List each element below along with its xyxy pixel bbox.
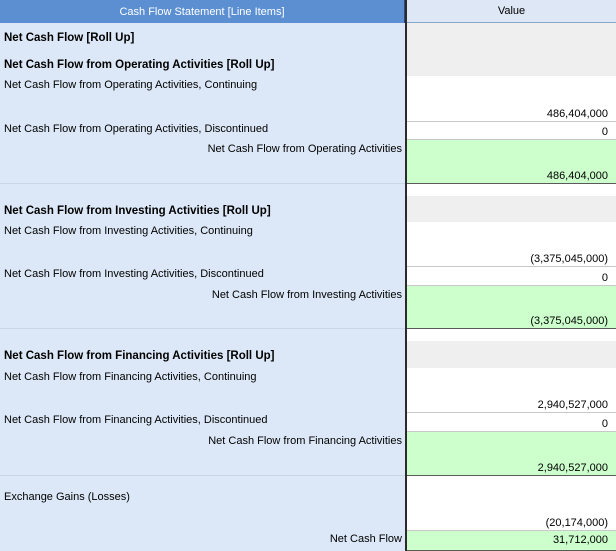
table-row-financing-total[interactable]: Net Cash Flow from Financing Activities … bbox=[0, 432, 616, 476]
row-label: Net Cash Flow from Operating Activities bbox=[0, 140, 405, 184]
row-label: Net Cash Flow from Investing Activities,… bbox=[0, 222, 405, 267]
row-value: 486,404,000 bbox=[407, 76, 616, 122]
row-value bbox=[407, 341, 616, 368]
column-header-value[interactable]: Value bbox=[407, 0, 616, 23]
table-row-net-cash-flow[interactable]: Net Cash Flow 31,712,000 bbox=[0, 531, 616, 551]
table-row-investing-continuing[interactable]: Net Cash Flow from Investing Activities,… bbox=[0, 222, 616, 267]
table-row-operating-discontinued[interactable]: Net Cash Flow from Operating Activities,… bbox=[0, 122, 616, 140]
table-row-investing-total[interactable]: Net Cash Flow from Investing Activities … bbox=[0, 286, 616, 329]
row-value bbox=[407, 23, 616, 50]
row-value: (3,375,045,000) bbox=[407, 286, 616, 329]
column-divider bbox=[405, 0, 407, 551]
table-row-investing-rollup[interactable]: Net Cash Flow from Investing Activities … bbox=[0, 196, 616, 222]
row-value: 0 bbox=[407, 122, 616, 140]
row-label: Net Cash Flow from Operating Activities,… bbox=[0, 76, 405, 122]
column-header-line-items[interactable]: Cash Flow Statement [Line Items] bbox=[0, 0, 405, 23]
table-row-financing-continuing[interactable]: Net Cash Flow from Financing Activities,… bbox=[0, 368, 616, 413]
table-row-financing-rollup[interactable]: Net Cash Flow from Financing Activities … bbox=[0, 341, 616, 368]
section-spacer bbox=[0, 184, 616, 196]
spacer-label bbox=[0, 184, 405, 196]
row-label: Net Cash Flow from Financing Activities … bbox=[0, 341, 405, 368]
table-row-operating-continuing[interactable]: Net Cash Flow from Operating Activities,… bbox=[0, 76, 616, 122]
spacer-label bbox=[0, 329, 405, 341]
row-value: 0 bbox=[407, 267, 616, 286]
row-label: Net Cash Flow from Investing Activities … bbox=[0, 196, 405, 222]
row-value bbox=[407, 50, 616, 76]
row-value: (20,174,000) bbox=[407, 486, 616, 531]
row-label: Net Cash Flow from Operating Activities,… bbox=[0, 122, 405, 140]
row-value: 31,712,000 bbox=[407, 531, 616, 551]
row-label: Net Cash Flow bbox=[0, 531, 405, 551]
row-value: 2,940,527,000 bbox=[407, 368, 616, 413]
row-label: Net Cash Flow from Financing Activities,… bbox=[0, 368, 405, 413]
table-row-investing-discontinued[interactable]: Net Cash Flow from Investing Activities,… bbox=[0, 267, 616, 286]
table-row-operating-total[interactable]: Net Cash Flow from Operating Activities … bbox=[0, 140, 616, 184]
row-label: Net Cash Flow from Financing Activities,… bbox=[0, 413, 405, 432]
row-value: 0 bbox=[407, 413, 616, 432]
section-spacer bbox=[0, 476, 616, 486]
spacer-value bbox=[407, 329, 616, 341]
table-row-exchange-gains[interactable]: Exchange Gains (Losses) (20,174,000) bbox=[0, 486, 616, 531]
table-row-net-cash-flow-rollup[interactable]: Net Cash Flow [Roll Up] bbox=[0, 23, 616, 50]
row-label: Exchange Gains (Losses) bbox=[0, 486, 405, 531]
row-value: 486,404,000 bbox=[407, 140, 616, 184]
spacer-label bbox=[0, 476, 405, 486]
section-spacer bbox=[0, 329, 616, 341]
row-value bbox=[407, 196, 616, 222]
row-value: 2,940,527,000 bbox=[407, 432, 616, 476]
spacer-value bbox=[407, 476, 616, 486]
row-label: Net Cash Flow from Investing Activities,… bbox=[0, 267, 405, 286]
row-label: Net Cash Flow from Investing Activities bbox=[0, 286, 405, 329]
row-label: Net Cash Flow from Financing Activities bbox=[0, 432, 405, 476]
row-label: Net Cash Flow from Operating Activities … bbox=[0, 50, 405, 76]
table-row-operating-rollup[interactable]: Net Cash Flow from Operating Activities … bbox=[0, 50, 616, 76]
row-label: Net Cash Flow [Roll Up] bbox=[0, 23, 405, 50]
spacer-value bbox=[407, 184, 616, 196]
row-value: (3,375,045,000) bbox=[407, 222, 616, 267]
table-row-financing-discontinued[interactable]: Net Cash Flow from Financing Activities,… bbox=[0, 413, 616, 432]
